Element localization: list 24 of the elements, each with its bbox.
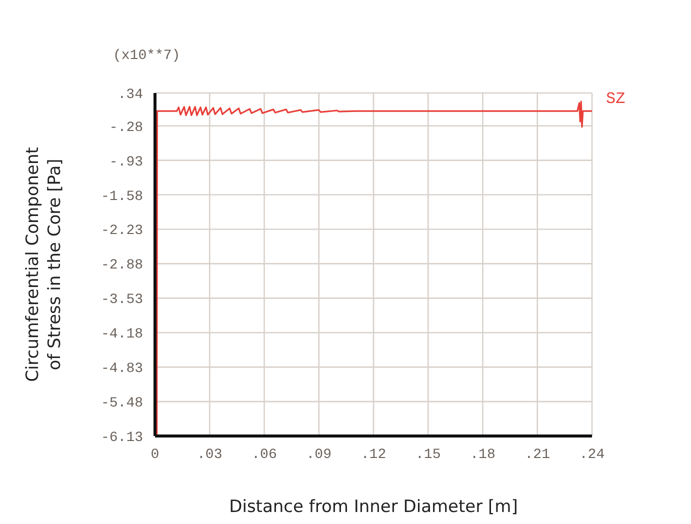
x-axis-title: Distance from Inner Diameter [m]	[229, 497, 518, 517]
y-tick-label: -.93	[109, 154, 143, 170]
x-tick-label: .09	[306, 447, 332, 463]
text: (x10**7)	[113, 48, 180, 64]
y-tick-label: -4.18	[100, 326, 143, 343]
x-tick-label: .03	[197, 447, 222, 463]
x-tick-label: .18	[470, 447, 496, 463]
y-tick-label: -1.58	[100, 188, 143, 205]
y-tick-label: -6.13	[100, 430, 143, 446]
x-tick-label: .15	[416, 447, 441, 463]
y-tick-label: -3.53	[100, 292, 143, 308]
y-tick-label: -2.23	[100, 223, 143, 240]
y-tick-label: -4.83	[100, 361, 143, 378]
series-label: SZ	[606, 90, 626, 108]
x-tick-label: 0	[150, 447, 160, 463]
y-axis-title: Circumferential Component of Stress in the Core [Pa]	[23, 146, 65, 382]
y-tick-label: -2.88	[100, 258, 143, 274]
y-tick-label: .34	[118, 87, 143, 103]
x-tick-label: .21	[524, 447, 550, 463]
x-tick-label: .24	[579, 447, 605, 463]
y-tick-label: -5.48	[100, 396, 143, 412]
x-tick-label: .06	[252, 447, 277, 463]
x-tick-label: .12	[360, 447, 386, 463]
y-tick-label: -.28	[109, 120, 143, 136]
